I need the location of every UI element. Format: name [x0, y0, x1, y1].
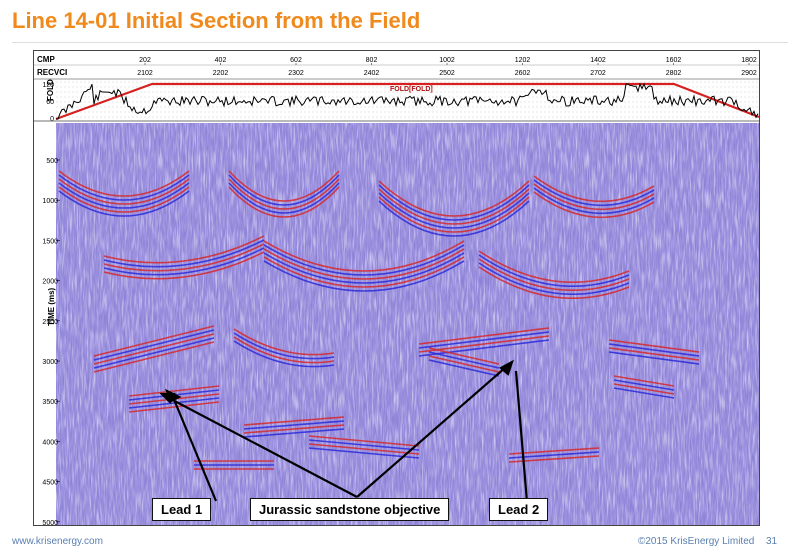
recv-tick: 2702	[590, 70, 606, 77]
time-axis-label: TIME (ms)	[47, 287, 56, 326]
cmp-label: CMP	[37, 55, 55, 64]
fold-legend: FOLD[FOLD]	[390, 86, 433, 93]
slide-title: Line 14-01 Initial Section from the Fiel…	[12, 8, 421, 33]
seismic-section	[56, 123, 759, 525]
fold-tick: 0	[50, 116, 54, 123]
annotation-arrows	[159, 359, 529, 503]
recv-tick: 2802	[666, 70, 682, 77]
fold-axis-label: FOLD	[46, 79, 55, 101]
fold-trace	[56, 82, 759, 120]
objective-label: Jurassic sandstone objective	[250, 498, 450, 521]
cmp-tick: 1802	[741, 57, 757, 64]
fold-nominal-line	[55, 82, 759, 121]
cmp-tick: 1202	[515, 57, 531, 64]
cmp-tick: 802	[366, 57, 378, 64]
time-tick: 3000	[42, 359, 58, 366]
footer-url[interactable]: www.krisenergy.com	[12, 536, 103, 547]
time-tick: 4500	[42, 480, 58, 487]
recv-tick: 2202	[213, 70, 229, 77]
recv-tick: 2302	[288, 70, 304, 77]
recv-tick: 2502	[439, 70, 455, 77]
recv-tick: 2902	[741, 70, 757, 77]
page-number: 31	[766, 536, 778, 547]
time-tick: 1500	[42, 238, 58, 245]
cmp-tick: 1002	[439, 57, 455, 64]
cmp-tick: 1602	[666, 57, 682, 64]
seismic-figure: CMP RECVCI 202 402 602 802 1002 1202 1402 1602 1…	[33, 50, 760, 526]
lead-2-label: Lead 2	[489, 498, 549, 521]
recv-tick: 2402	[364, 70, 380, 77]
fold-tick: 60	[46, 99, 54, 106]
recv-label: RECVCI	[37, 68, 67, 77]
cmp-tick: 1402	[590, 57, 606, 64]
fold-tick: 120	[42, 82, 54, 89]
cmp-tick: 202	[139, 57, 151, 64]
cmp-tick: 602	[290, 57, 302, 64]
title-divider	[12, 42, 788, 43]
time-tick: 1000	[42, 198, 58, 205]
time-tick: 4000	[42, 439, 58, 446]
cmp-tick: 402	[215, 57, 227, 64]
time-tick: 2500	[42, 319, 58, 326]
recv-tick: 2602	[515, 70, 531, 77]
recv-tick: 2102	[137, 70, 153, 77]
time-tick: 3500	[42, 399, 58, 406]
time-tick: 2000	[42, 279, 58, 286]
lead-1-label: Lead 1	[152, 498, 212, 521]
time-tick: 5000	[42, 520, 58, 525]
time-tick: 500	[46, 158, 58, 165]
footer-copyright: ©2015 KrisEnergy Limited	[638, 536, 755, 547]
